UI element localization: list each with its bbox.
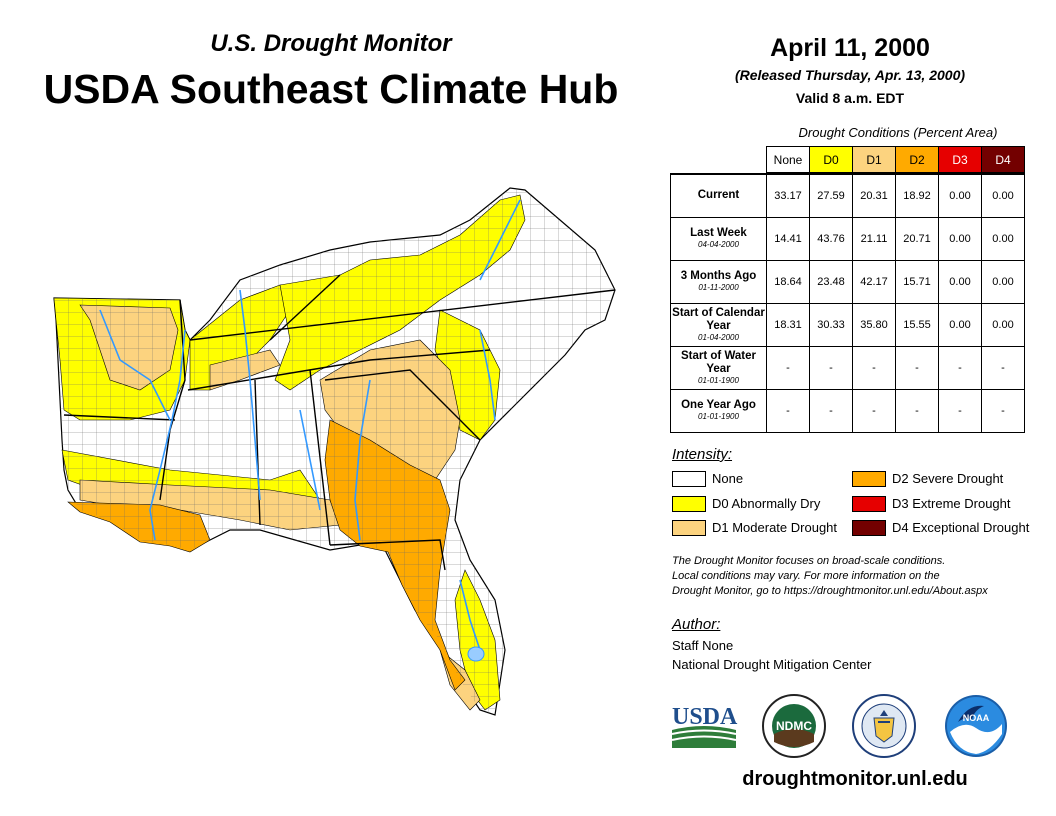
col-none: None — [766, 146, 810, 173]
table-caption: Drought Conditions (Percent Area) — [798, 125, 998, 140]
map-subtitle: U.S. Drought Monitor — [210, 30, 452, 57]
row-label: One Year Ago 01-01-1900 — [670, 388, 767, 433]
legend-swatch — [672, 471, 706, 487]
row-label: Last Week 04-04-2000 — [670, 216, 767, 261]
svg-text:NOAA: NOAA — [963, 713, 990, 723]
legend-swatch — [852, 520, 886, 536]
legend-title: Intensity: — [672, 446, 733, 463]
map-date: April 11, 2000 — [770, 34, 930, 62]
table-row: 3 Months Ago 01-11-2000 18.64 23.48 42.17 1… — [670, 259, 1025, 304]
state-borders — [63, 274, 616, 571]
noaa-logo-icon: NOAA — [945, 695, 1007, 757]
author-title: Author: — [672, 616, 721, 633]
legend-swatch — [852, 496, 886, 512]
drought-conditions-table: None D0 D1 D2 D3 D4 Current 33.17 27.59 2… — [670, 146, 1025, 433]
legend-swatch — [852, 471, 886, 487]
drought-map — [53, 187, 616, 716]
svg-text:NDMC: NDMC — [776, 719, 812, 733]
ndmc-logo-icon: NDMC — [762, 694, 826, 758]
table-row: Last Week 04-04-2000 14.41 43.76 21.11 20.7… — [670, 216, 1025, 261]
author-org: National Drought Mitigation Center — [672, 657, 872, 672]
commerce-seal-icon — [852, 694, 916, 758]
lake-okeechobee — [467, 646, 485, 662]
col-d2: D2 — [895, 146, 939, 173]
legend-swatch — [672, 496, 706, 512]
author-name: Staff None — [672, 638, 734, 653]
row-label: Start of Calendar Year 01-04-2000 — [670, 302, 767, 347]
footer-url[interactable]: droughtmonitor.unl.edu — [742, 768, 968, 790]
usda-logo-icon: USDA — [671, 704, 738, 748]
valid-time: Valid 8 a.m. EDT — [795, 90, 905, 106]
row-label: Current — [670, 173, 767, 218]
svg-text:USDA: USDA — [672, 704, 738, 730]
rivers — [99, 199, 521, 651]
col-d1: D1 — [852, 146, 896, 173]
col-d0: D0 — [809, 146, 853, 173]
table-row: Current 33.17 27.59 20.31 18.92 0.00 0.00 — [670, 173, 1025, 218]
county-grid — [54, 188, 615, 715]
table-row: One Year Ago 01-01-1900 -- -- -- — [670, 388, 1025, 433]
table-row: Start of Calendar Year 01-04-2000 18.31 30… — [670, 302, 1025, 347]
col-d3: D3 — [938, 146, 982, 173]
row-label: 3 Months Ago 01-11-2000 — [670, 259, 767, 304]
release-date: (Released Thursday, Apr. 13, 2000) — [734, 67, 966, 83]
col-d4: D4 — [981, 146, 1025, 173]
row-label: Start of Water Year 01-01-1900 — [670, 345, 767, 390]
legend-swatch — [672, 520, 706, 536]
disclaimer-note: The Drought Monitor focuses on broad-sca… — [672, 555, 988, 597]
table-row: Start of Water Year 01-01-1900 -- -- -- — [670, 345, 1025, 390]
map-title: USDA Southeast Climate Hub — [43, 66, 619, 112]
